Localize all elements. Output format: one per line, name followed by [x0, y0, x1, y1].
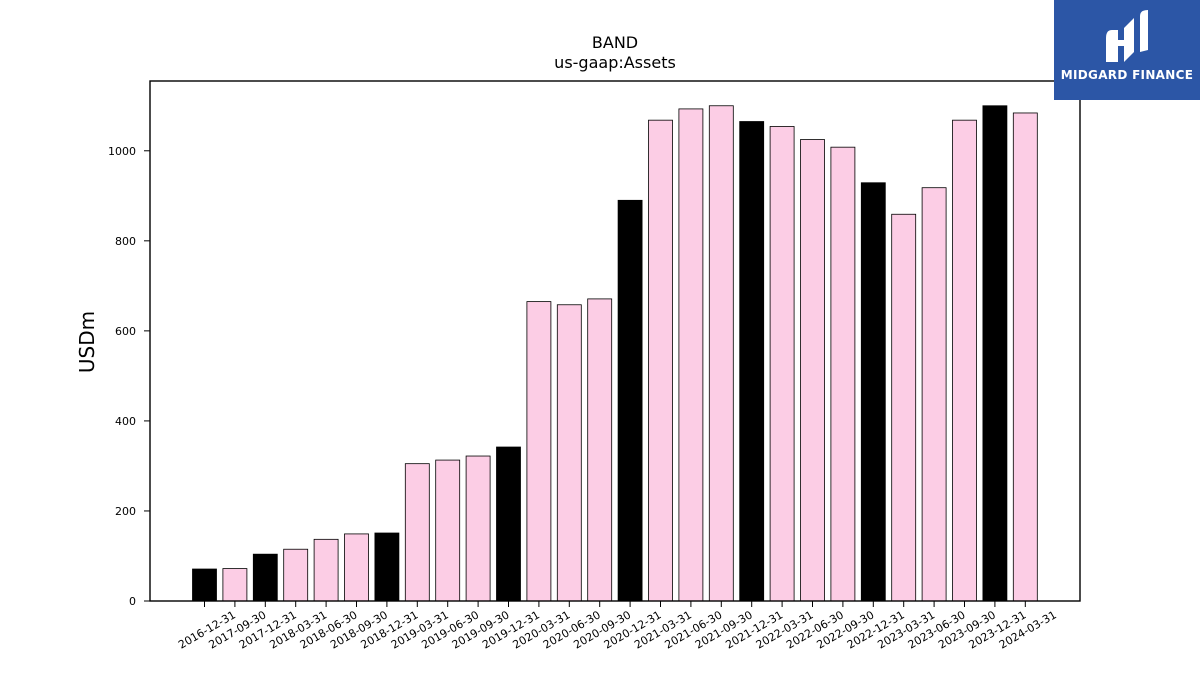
bar-2018-03-31	[283, 548, 309, 602]
bar-2020-06-30	[556, 304, 582, 602]
bar-2023-06-30	[921, 187, 947, 602]
bar-2019-03-31	[404, 463, 430, 602]
bar-2018-09-30	[344, 533, 369, 602]
y-tick-label: 600	[115, 325, 136, 338]
bar-2021-12-31	[739, 121, 765, 602]
bar-2019-09-30	[465, 455, 491, 602]
bar-2021-09-30	[708, 105, 734, 602]
bar-2023-03-31	[891, 213, 917, 602]
bar-2017-09-30	[222, 568, 248, 602]
y-axis-label: USDm	[75, 311, 99, 373]
y-tick-label: 800	[115, 235, 136, 248]
bar-2021-06-30	[678, 108, 704, 602]
plot-frame	[149, 80, 1081, 602]
x-axis: 2016-12-312017-09-302017-12-312018-03-31…	[176, 601, 1059, 652]
bar-2022-06-30	[800, 139, 825, 602]
y-tick-label: 400	[115, 415, 136, 428]
y-tick-label: 1000	[108, 145, 136, 158]
bar-2021-03-31	[648, 119, 673, 602]
bar-2022-09-30	[830, 146, 856, 602]
midgard-logo: MIDGARD FINANCE	[1054, 0, 1200, 100]
bar-2023-12-31	[982, 105, 1008, 602]
bar-2018-06-30	[313, 538, 339, 602]
bar-2024-03-31	[1012, 112, 1038, 602]
bar-2019-12-31	[496, 446, 521, 602]
bar-2016-12-31	[192, 568, 217, 602]
y-tick-label: 200	[115, 505, 136, 518]
y-tick-label: 0	[129, 595, 136, 608]
bars	[192, 105, 1038, 602]
y-axis: 0 200 400 600 800 1000	[108, 145, 150, 608]
bar-2020-03-31	[526, 301, 552, 602]
bar-2018-12-31	[374, 532, 400, 602]
bar-2020-09-30	[587, 298, 613, 602]
bar-2023-09-30	[952, 119, 977, 602]
bar-2022-03-31	[769, 126, 795, 602]
midgard-logo-icon	[1106, 10, 1148, 62]
chart-title: BAND	[592, 33, 638, 52]
bar-2020-12-31	[617, 199, 643, 602]
bar-2022-12-31	[860, 182, 886, 602]
bar-2017-12-31	[252, 553, 278, 602]
logo-brand-text: MIDGARD FINANCE	[1060, 68, 1194, 82]
chart-subtitle: us-gaap:Assets	[554, 53, 676, 72]
bar-2019-06-30	[435, 459, 461, 602]
